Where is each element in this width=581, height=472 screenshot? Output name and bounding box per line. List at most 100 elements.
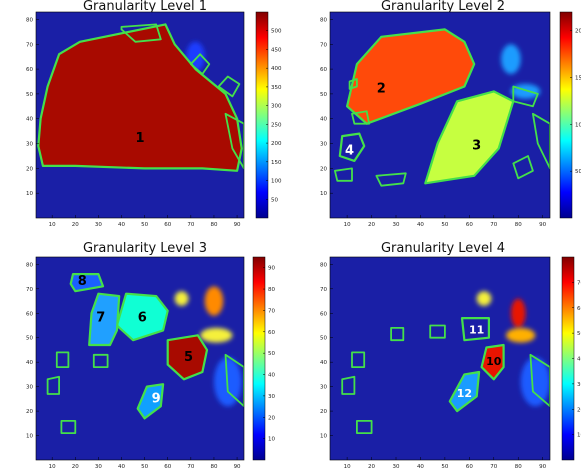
y-tick-label: 70: [26, 287, 33, 293]
region-outline: [390, 326, 405, 342]
colorbar-tick-label: 30: [268, 394, 275, 400]
x-tick-label: 30: [393, 464, 400, 470]
region-outline: [46, 375, 60, 395]
x-tick-label: 90: [539, 464, 546, 470]
x-tick-label: 70: [490, 464, 497, 470]
region-11: [460, 317, 490, 342]
x-tick-label: 60: [164, 464, 171, 470]
y-tick-label: 10: [320, 191, 327, 197]
region-label: 1: [135, 131, 144, 146]
region-outline: [532, 112, 550, 170]
region-outline: [92, 353, 109, 369]
y-tick-label: 20: [26, 409, 33, 415]
colorbar-tick-label: 70: [268, 308, 275, 314]
intensity-blob: [200, 327, 233, 343]
x-tick-label: 20: [368, 222, 375, 228]
intensity-blob: [174, 291, 189, 306]
plot-area: 10 11 12: [341, 291, 550, 435]
colorbar-tick-label: 80: [268, 287, 275, 293]
x-tick-label: 50: [141, 222, 148, 228]
colorbar-tick-label: 20: [577, 407, 581, 413]
colorbar-tick-label: 150: [271, 160, 282, 166]
colorbar: [559, 11, 573, 219]
x-tick-label: 10: [49, 222, 56, 228]
y-tick-label: 60: [320, 311, 327, 317]
region-9: [136, 383, 165, 420]
y-tick-label: 10: [320, 434, 327, 440]
y-tick-label: 80: [320, 17, 327, 23]
region-2: [346, 28, 476, 125]
x-tick-label: 40: [118, 464, 125, 470]
x-tick-label: 70: [490, 222, 497, 228]
region-8: [69, 273, 105, 293]
intensity-blob: [501, 44, 521, 75]
colorbar-tick-label: 350: [271, 85, 282, 91]
region-12: [448, 370, 481, 413]
x-tick-label: 40: [118, 222, 125, 228]
intensity-blob: [510, 298, 526, 328]
x-tick-label: 70: [187, 464, 194, 470]
region-outline: [512, 85, 539, 108]
region-7: [88, 292, 121, 347]
colorbar: [252, 256, 266, 461]
axes-frame: [329, 11, 551, 219]
x-tick-label: 80: [515, 464, 522, 470]
colorbar-tick-label: 10: [268, 437, 275, 443]
x-tick-label: 30: [393, 222, 400, 228]
region-label: 8: [78, 274, 87, 289]
region-outline: [529, 353, 550, 408]
x-tick-label: 70: [187, 222, 194, 228]
colorbar-tick-label: 40: [268, 373, 275, 379]
region-label: 7: [96, 311, 105, 326]
y-tick-label: 50: [26, 336, 33, 342]
region-outline: [355, 419, 373, 435]
panel-1: Granularity Level 1 1 10 20 30 40 50 60 70 80 90 10…: [26, 0, 282, 228]
region-1: [37, 23, 243, 172]
y-tick-label: 70: [320, 287, 327, 293]
colorbar-tick-label: 100: [575, 122, 581, 128]
y-tick-label: 40: [26, 117, 33, 123]
axes-frame: [329, 256, 551, 461]
y-tick-label: 30: [320, 385, 327, 391]
intensity-blob: [506, 327, 536, 343]
region-outline: [341, 375, 356, 395]
colorbar-tick-label: 450: [271, 47, 282, 53]
y-tick-label: 80: [26, 262, 33, 268]
y-tick-label: 30: [320, 142, 327, 148]
colorbar-tick-label: 50: [268, 351, 275, 357]
colorbar-tick-label: 60: [268, 330, 275, 336]
chart-title: Granularity Level 1: [83, 0, 207, 14]
region-label: 11: [469, 323, 484, 336]
colorbar-tick-label: 40: [577, 357, 581, 363]
plot-area: 5 6 7 8 9: [46, 273, 244, 435]
region-outline: [512, 155, 534, 180]
colorbar-tick-label: 500: [271, 29, 282, 35]
y-tick-label: 50: [26, 92, 33, 98]
y-tick-label: 70: [320, 42, 327, 48]
axes-frame: [35, 256, 245, 461]
y-tick-label: 40: [320, 117, 327, 123]
y-tick-label: 80: [26, 17, 33, 23]
chart-title: Granularity Level 3: [83, 241, 207, 256]
panel-3: Granularity Level 3 5 6 7 8 9 10 20 30 40 50 60 70 80…: [26, 241, 275, 470]
x-tick-label: 80: [210, 222, 217, 228]
x-tick-label: 80: [210, 464, 217, 470]
colorbar-tick-label: 300: [271, 104, 282, 110]
y-tick-label: 20: [320, 166, 327, 172]
region-outline: [351, 110, 371, 125]
heatmap-background: [330, 257, 550, 460]
chart-title: Granularity Level 2: [381, 0, 505, 14]
region-label: 2: [377, 81, 386, 96]
plot-area: 1: [37, 23, 244, 172]
region-label: 9: [152, 391, 161, 406]
region-label: 4: [345, 143, 354, 158]
region-outline: [120, 23, 162, 43]
region-label: 5: [184, 350, 193, 365]
region-label: 3: [472, 139, 481, 154]
colorbar-tick-label: 50: [271, 197, 278, 203]
region-label: 10: [486, 355, 502, 368]
colorbar-tick-label: 400: [271, 66, 282, 72]
x-tick-label: 20: [72, 222, 79, 228]
x-tick-label: 90: [539, 222, 546, 228]
